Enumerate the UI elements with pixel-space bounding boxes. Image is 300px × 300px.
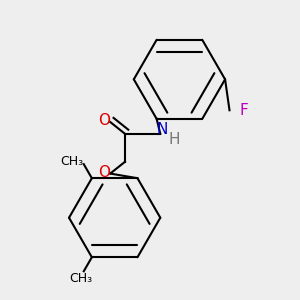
Text: CH₃: CH₃ [69, 272, 92, 285]
Text: N: N [156, 122, 167, 137]
Text: O: O [98, 165, 110, 180]
Text: F: F [240, 103, 249, 118]
Text: H: H [169, 132, 180, 147]
Text: CH₃: CH₃ [60, 155, 83, 168]
Text: O: O [98, 113, 110, 128]
